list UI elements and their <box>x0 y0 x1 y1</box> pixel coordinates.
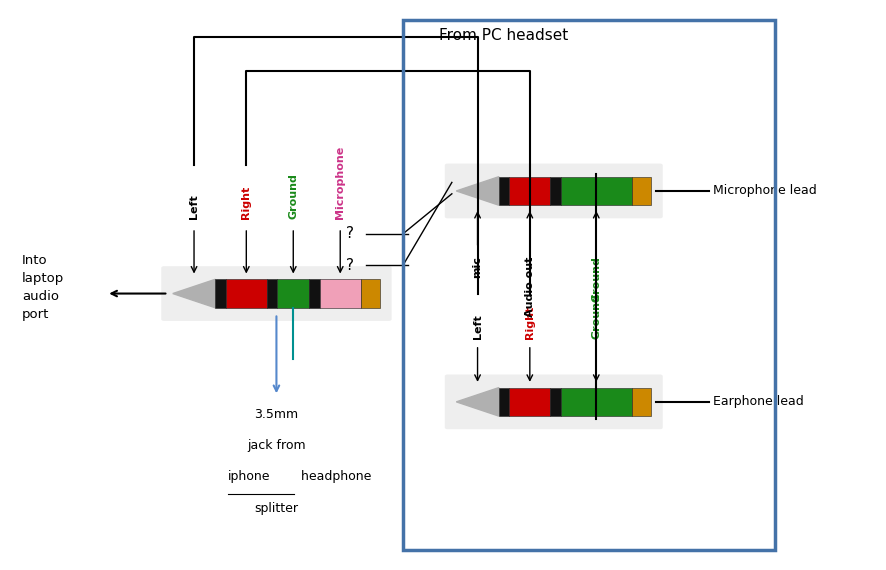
Polygon shape <box>173 279 215 308</box>
Bar <box>267 279 277 308</box>
Bar <box>499 177 509 205</box>
Text: Left: Left <box>472 315 483 339</box>
Bar <box>632 177 651 205</box>
Bar <box>403 20 775 550</box>
Bar <box>632 388 651 416</box>
Text: iphone: iphone <box>228 470 270 483</box>
Text: Right: Right <box>525 306 535 339</box>
Bar <box>550 177 561 205</box>
FancyBboxPatch shape <box>445 164 663 218</box>
Bar <box>561 177 632 205</box>
Text: Into
laptop
audio
port: Into laptop audio port <box>22 254 65 321</box>
Text: Earphone lead: Earphone lead <box>713 396 804 408</box>
Text: jack from: jack from <box>247 439 306 452</box>
Bar <box>361 279 380 308</box>
Text: Left: Left <box>189 195 199 219</box>
Polygon shape <box>456 388 499 416</box>
Polygon shape <box>456 177 499 205</box>
Bar <box>550 388 561 416</box>
Text: mic: mic <box>472 256 483 278</box>
Bar <box>277 279 309 308</box>
Text: Audio out: Audio out <box>525 256 535 317</box>
Bar <box>509 177 550 205</box>
Text: Ground: Ground <box>591 294 602 339</box>
Bar <box>561 388 632 416</box>
Text: Microphone lead: Microphone lead <box>713 185 817 197</box>
Text: Right: Right <box>241 186 252 219</box>
Text: 3.5mm: 3.5mm <box>254 408 299 421</box>
Text: Ground: Ground <box>591 256 602 302</box>
Bar <box>509 388 550 416</box>
FancyBboxPatch shape <box>445 374 663 429</box>
Text: From PC headset: From PC headset <box>439 28 568 43</box>
Text: Microphone: Microphone <box>335 146 346 219</box>
FancyBboxPatch shape <box>161 266 392 321</box>
Bar <box>499 388 509 416</box>
Bar <box>320 279 361 308</box>
Text: splitter: splitter <box>254 502 299 515</box>
Text: Ground: Ground <box>288 174 299 219</box>
Bar <box>215 279 226 308</box>
Text: headphone: headphone <box>297 470 371 483</box>
Bar <box>226 279 267 308</box>
Text: ?: ? <box>346 226 354 241</box>
Text: ?: ? <box>346 258 354 272</box>
Bar <box>309 279 320 308</box>
